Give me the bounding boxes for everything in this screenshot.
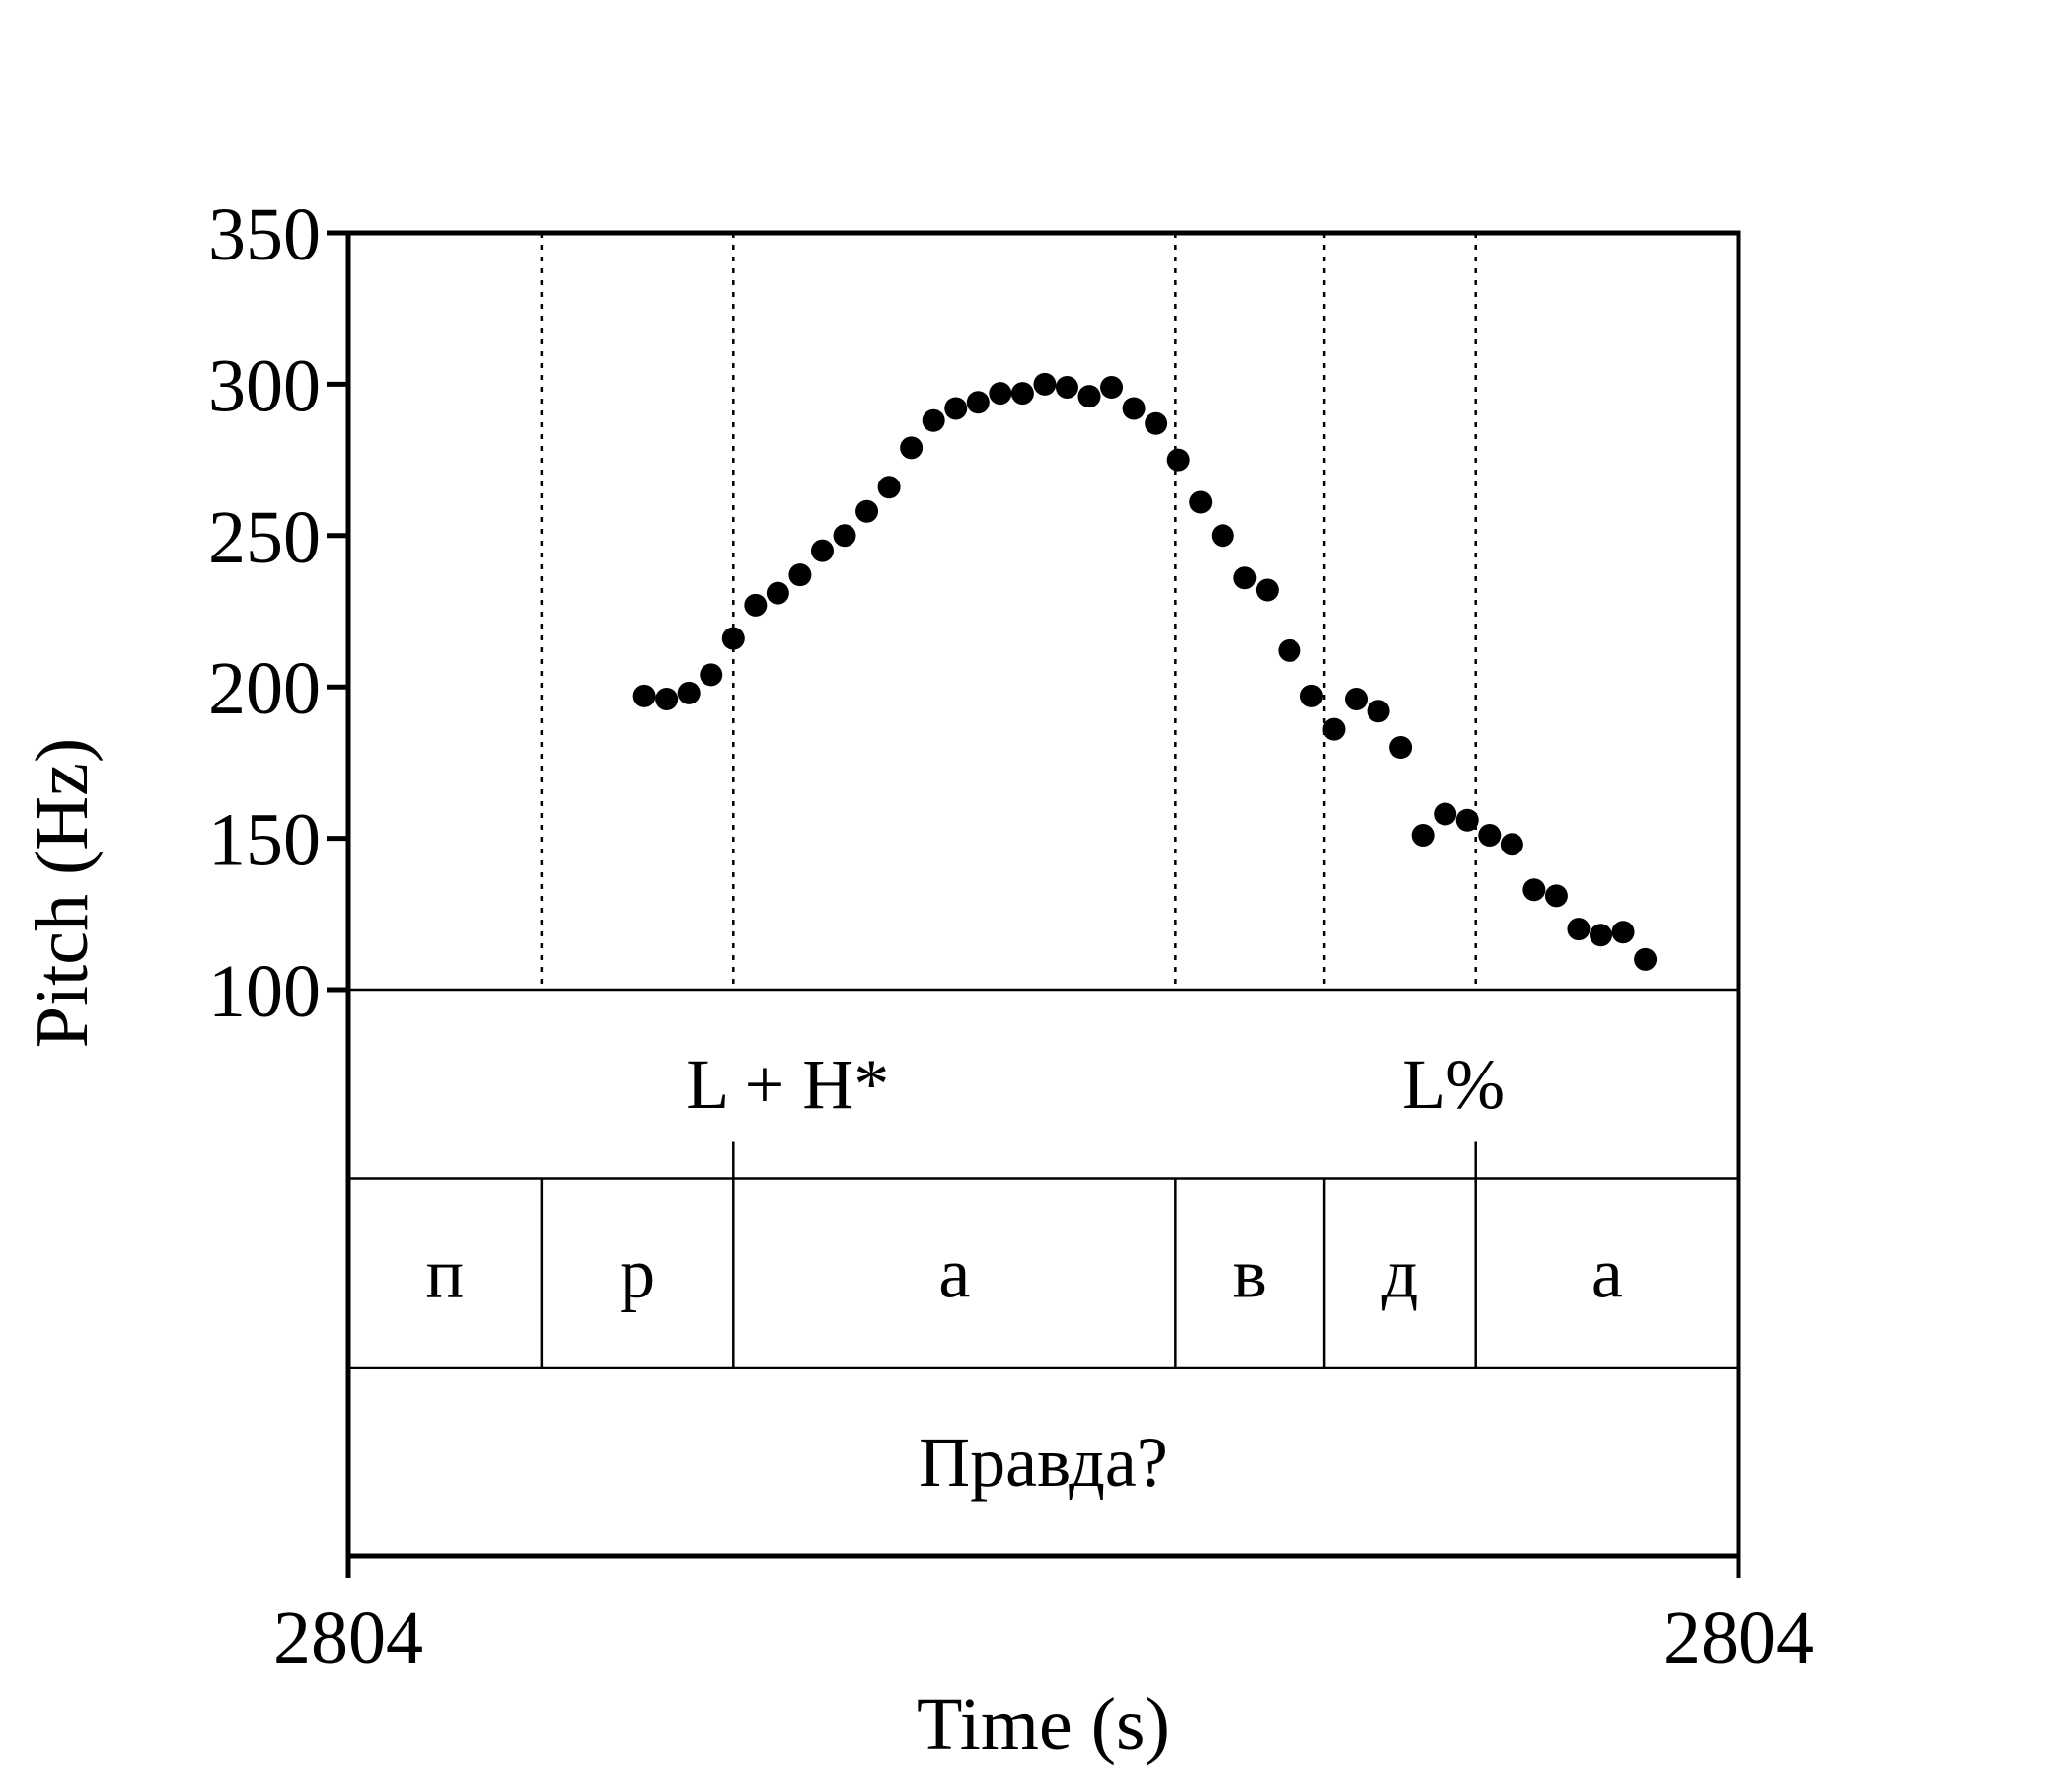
pitch-point: [1122, 397, 1146, 420]
pitch-point: [1478, 824, 1502, 848]
pitch-point: [855, 499, 879, 523]
y-tick-label-100: 100: [208, 950, 321, 1033]
pitch-point: [1590, 924, 1613, 947]
y-tick-label-200: 200: [208, 647, 321, 730]
pitch-point: [1434, 802, 1457, 826]
tier-segments-label: п: [426, 1233, 465, 1312]
pitch-point: [810, 539, 834, 562]
pitch-point: [1033, 372, 1057, 396]
annotation-tiers: L + H* L% п р а в д а Правда?: [426, 1045, 1623, 1502]
tier-segments-label: в: [1233, 1233, 1267, 1312]
pitch-point: [922, 408, 945, 432]
y-tick-label-250: 250: [208, 496, 321, 579]
pitch-point: [655, 687, 679, 710]
tier-tones: L + H* L%: [686, 1045, 1505, 1179]
tier-word-label: Правда?: [919, 1423, 1168, 1502]
x-tick-label-1: 2804: [1664, 1596, 1813, 1679]
tier-segments-label: а: [938, 1233, 970, 1312]
pitch-point: [1010, 382, 1034, 406]
pitch-point: [1145, 411, 1168, 435]
pitch-point: [632, 684, 656, 707]
pitch-point: [677, 681, 701, 704]
pitch-point: [1322, 717, 1346, 741]
pitch-point: [1367, 700, 1390, 723]
pitch-point: [766, 581, 789, 605]
pitch-point: [1211, 524, 1234, 548]
boundary-lines: [540, 233, 1477, 990]
pitch-point: [966, 391, 990, 414]
pitch-point: [1077, 385, 1101, 408]
y-tick-label-350: 350: [208, 193, 321, 276]
pitch-point: [833, 524, 856, 548]
pitch-point: [1189, 490, 1213, 514]
pitch-point: [900, 436, 924, 460]
pitch-point: [1389, 736, 1413, 760]
pitch-point: [1100, 375, 1124, 399]
pitch-point: [1278, 638, 1301, 662]
pitch-point: [877, 476, 901, 499]
y-tick-label-300: 300: [208, 344, 321, 427]
pitch-points: [632, 372, 1658, 971]
pitch-point: [1455, 808, 1479, 832]
tier-dividers: [348, 988, 1739, 1369]
pitch-point: [700, 663, 723, 687]
tier-word: Правда?: [919, 1423, 1168, 1502]
pitch-point: [1411, 824, 1435, 848]
x-axis: 2804 2804: [273, 1556, 1813, 1679]
pitch-point: [744, 593, 768, 617]
pitch-point: [1055, 375, 1078, 399]
tier-tones-label: L%: [1402, 1045, 1505, 1124]
pitch-point: [1611, 921, 1635, 944]
pitch-point: [1567, 918, 1591, 941]
x-axis-label: Time (s): [917, 1683, 1170, 1766]
y-axis-label: Pitch (Hz): [21, 738, 104, 1048]
pitch-point: [1544, 884, 1568, 908]
pitch-point: [1255, 578, 1279, 602]
pitch-point: [1233, 566, 1257, 590]
pitch-point: [788, 563, 812, 587]
pitch-point: [989, 382, 1012, 406]
pitch-point: [1522, 878, 1546, 902]
pitch-point: [1345, 687, 1369, 710]
tier-segments-label: а: [1591, 1233, 1623, 1312]
pitch-point: [1500, 833, 1523, 856]
pitch-point: [1299, 684, 1323, 707]
pitch-point: [1166, 448, 1190, 472]
plot-frame: [345, 230, 1741, 1559]
tier-segments-label: д: [1382, 1233, 1419, 1312]
tier-segments-label: р: [620, 1233, 655, 1312]
pitch-point: [721, 627, 745, 650]
pitch-point: [944, 397, 968, 420]
pitch-point: [1634, 947, 1658, 971]
y-axis: 100 150 200 250 300 350: [208, 193, 348, 1033]
tier-tones-label: L + H*: [686, 1045, 889, 1124]
y-tick-label-150: 150: [208, 799, 321, 882]
x-tick-label-0: 2804: [273, 1596, 423, 1679]
